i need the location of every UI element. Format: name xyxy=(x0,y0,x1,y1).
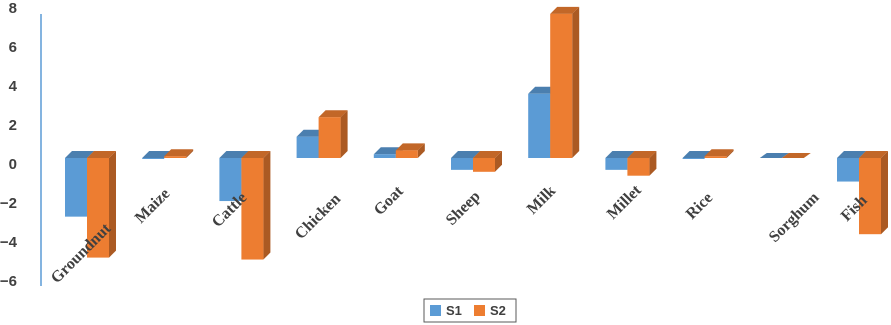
y-tick-label: 0 xyxy=(9,156,17,173)
category-label-maize: Maize xyxy=(132,185,174,227)
category-label-goat: Goat xyxy=(371,182,407,218)
category-label-millet: Millet xyxy=(604,181,645,222)
y-tick-label: −4 xyxy=(0,234,18,251)
category-label-rice: Rice xyxy=(683,189,716,222)
bar-s2-goat xyxy=(395,143,425,158)
y-tick-label: 8 xyxy=(9,0,17,17)
y-tick-label: −2 xyxy=(0,195,17,212)
y-tick-label: 2 xyxy=(9,117,17,134)
y-axis-ticks: 8 6 4 2 0 −2 −4 −6 xyxy=(0,0,18,290)
bar-s2-milk xyxy=(550,6,580,158)
bar-s2-rice xyxy=(704,149,734,158)
category-label-milk: Milk xyxy=(524,182,559,217)
bar-s2-groundnut xyxy=(87,151,116,258)
bar-s1-maize xyxy=(142,151,172,159)
y-tick-label: 4 xyxy=(9,78,18,95)
bar-s2-millet xyxy=(627,151,657,176)
bar-s2-chicken xyxy=(318,110,348,158)
bar-s2-fish xyxy=(859,151,888,235)
category-label-chicken: Chicken xyxy=(292,191,344,243)
legend-label-s2: S2 xyxy=(490,303,506,318)
y-tick-label: 6 xyxy=(9,39,17,56)
y-tick-label: −6 xyxy=(0,273,17,290)
legend-swatch-s1 xyxy=(430,305,441,316)
legend-swatch-s2 xyxy=(474,305,485,316)
bar-s1-sorghum xyxy=(759,153,789,158)
category-label-sorghum: Sorghum xyxy=(766,189,823,246)
bar-s2-maize xyxy=(164,149,194,158)
bars xyxy=(65,6,888,260)
bar-s1-rice xyxy=(682,151,712,159)
legend-label-s1: S1 xyxy=(446,303,462,318)
legend: S1 S2 xyxy=(423,298,517,323)
legend-frame xyxy=(423,298,517,323)
bar-s2-sorghum xyxy=(781,153,811,158)
bar-s2-cattle xyxy=(241,151,271,260)
category-label-sheep: Sheep xyxy=(443,188,484,229)
bar-s2-sheep xyxy=(473,151,502,172)
